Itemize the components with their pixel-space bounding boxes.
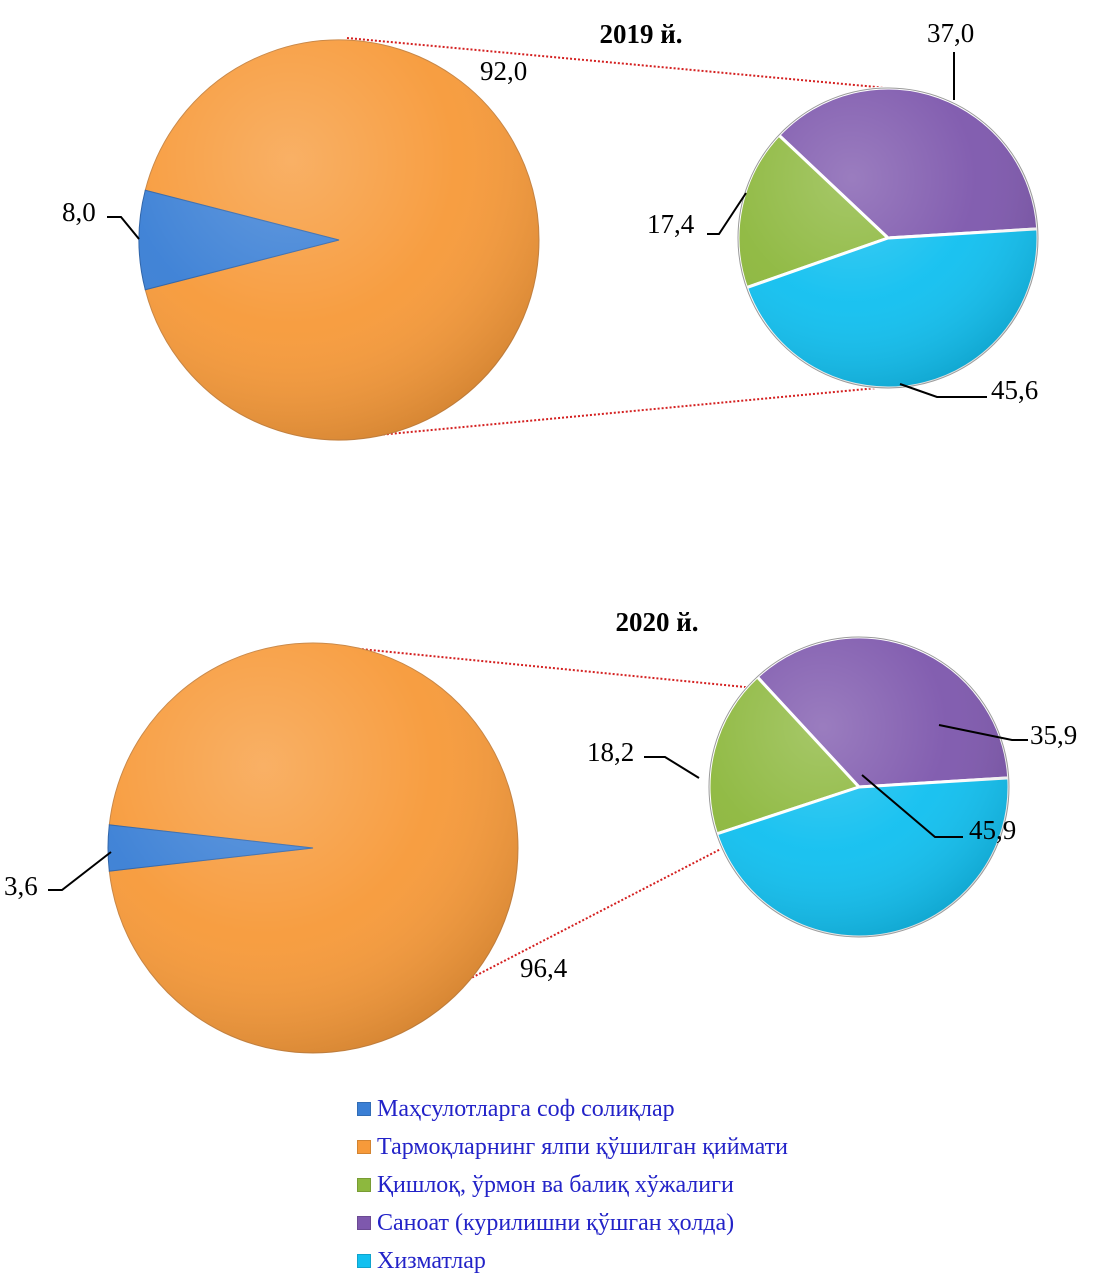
label-2020-agriculture: 18,2 xyxy=(587,737,634,767)
chart-title-2020: 2020 й. xyxy=(615,607,698,637)
legend-item-industry: Саноат (курилишни қўшган ҳолда) xyxy=(357,1204,788,1242)
label-2020-industry: 35,9 xyxy=(1030,720,1077,750)
leader-line-2019-0 xyxy=(107,216,140,240)
label-2019-gross-value-added: 92,0 xyxy=(480,56,527,86)
secondary-pie-2019 xyxy=(736,86,1040,390)
leader-line-2020-1 xyxy=(938,724,1028,741)
label-2020-gross-value-added: 96,4 xyxy=(520,953,568,983)
legend-item-gross-value-added: Тармоқларнинг ялпи қўшилган қиймати xyxy=(357,1128,788,1166)
legend-swatch-agriculture xyxy=(357,1178,371,1192)
label-2020-services: 45,9 xyxy=(969,815,1016,845)
label-2019-industry: 37,0 xyxy=(927,18,974,48)
legend-label-services: Хизматлар xyxy=(377,1247,486,1274)
legend-label-net-taxes: Маҳсулотларга соф солиқлар xyxy=(377,1095,675,1122)
legend-swatch-gross-value-added xyxy=(357,1140,371,1154)
legend-swatch-industry xyxy=(357,1216,371,1230)
legend-item-agriculture: Қишлоқ, ўрмон ва балиқ хўжалиги xyxy=(357,1166,788,1204)
legend: Маҳсулотларга соф солиқлар Тармоқларнинг… xyxy=(357,1090,788,1280)
label-2020-net-taxes: 3,6 xyxy=(4,871,38,901)
leader-line-2020-2 xyxy=(861,774,963,838)
legend-swatch-services xyxy=(357,1254,371,1268)
main-pie-2020 xyxy=(107,642,519,1054)
leader-line-2019-3 xyxy=(707,192,747,235)
leader-line-2020-0 xyxy=(48,851,112,891)
label-2019-services: 45,6 xyxy=(991,375,1038,405)
chart-title-2019: 2019 й. xyxy=(599,19,682,49)
legend-item-net-taxes: Маҳсулотларга соф солиқлар xyxy=(357,1090,788,1128)
legend-swatch-net-taxes xyxy=(357,1102,371,1116)
secondary-pie-outline-2020 xyxy=(708,636,1010,938)
legend-item-services: Хизматлар xyxy=(357,1242,788,1280)
legend-label-industry: Саноат (курилишни қўшган ҳолда) xyxy=(377,1209,735,1236)
secondary-pie-outline-2019 xyxy=(737,87,1039,389)
leader-line-2019-2 xyxy=(899,383,987,398)
label-2019-agriculture: 17,4 xyxy=(647,209,695,239)
main-pie-2019 xyxy=(138,39,540,441)
label-2019-net-taxes: 8,0 xyxy=(62,197,96,227)
legend-label-agriculture: Қишлоқ, ўрмон ва балиқ хўжалиги xyxy=(377,1171,734,1198)
legend-label-gross-value-added: Тармоқларнинг ялпи қўшилган қиймати xyxy=(377,1133,788,1160)
secondary-pie-2020 xyxy=(707,635,1011,939)
leader-line-2020-3 xyxy=(644,756,700,779)
